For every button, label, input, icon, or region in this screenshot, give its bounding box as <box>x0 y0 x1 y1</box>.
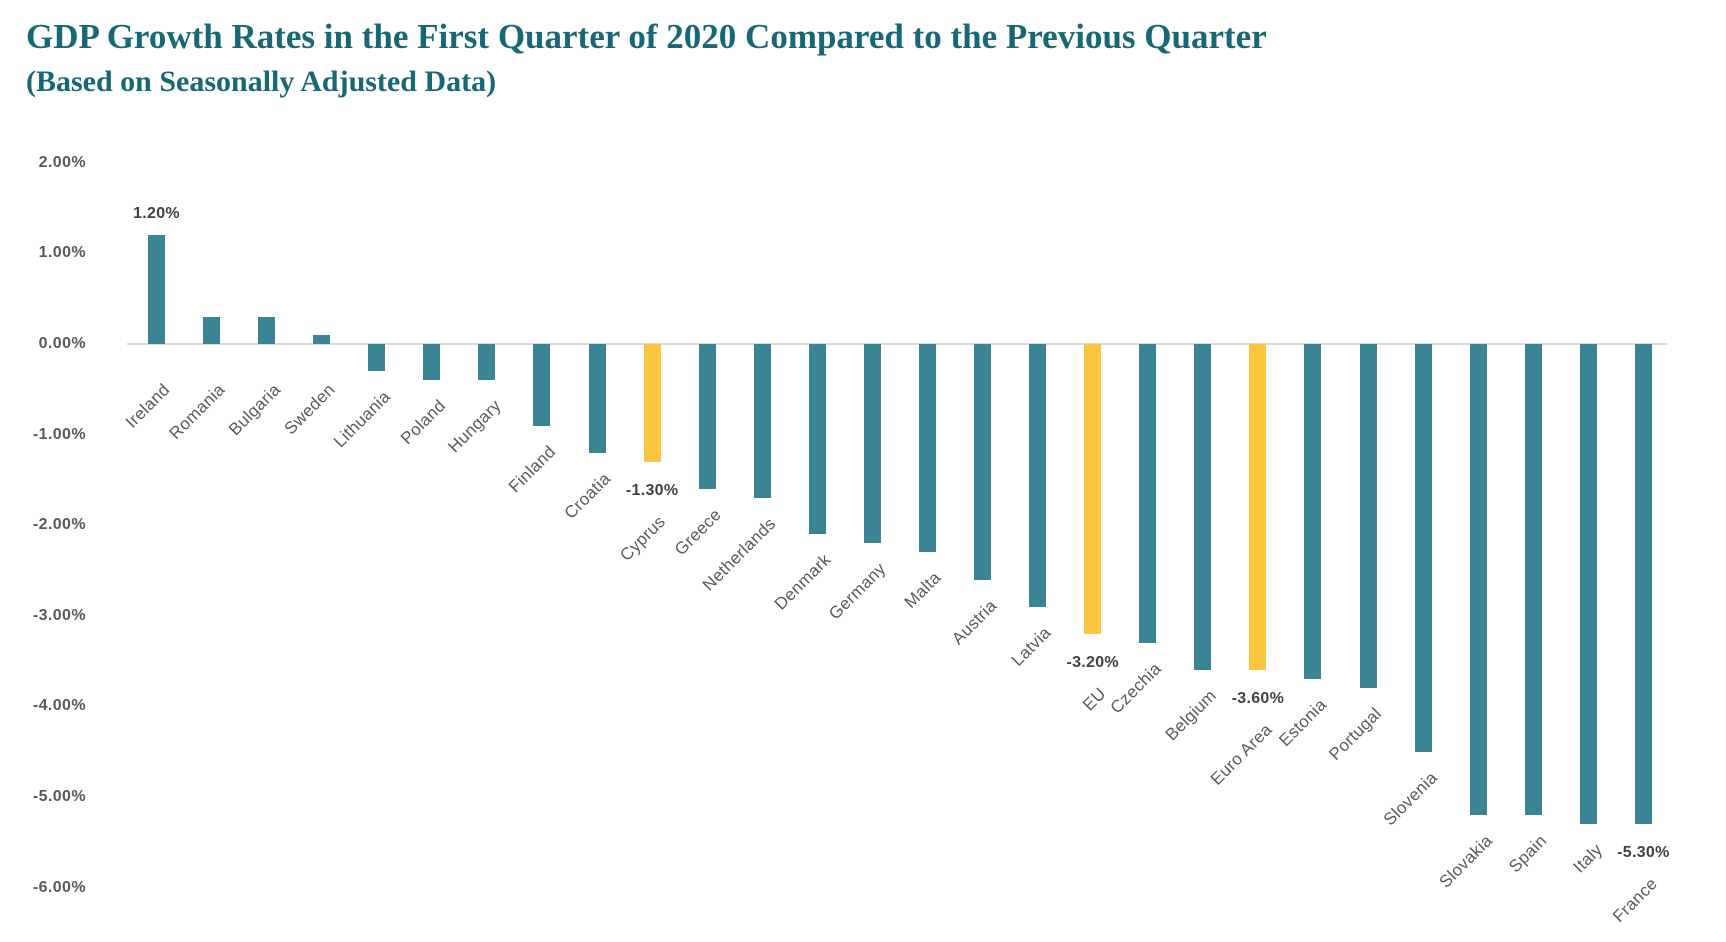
category-label-lithuania: Lithuania <box>330 387 395 452</box>
category-label-germany: Germany <box>825 559 890 624</box>
bar-latvia <box>1029 344 1047 607</box>
category-label-poland: Poland <box>397 396 450 449</box>
zero-baseline <box>127 343 1667 345</box>
y-axis-tick: 1.00% <box>38 244 86 262</box>
category-label-ireland: Ireland <box>122 380 174 432</box>
category-label-france: France <box>1608 874 1661 927</box>
bar-poland <box>423 344 441 381</box>
bar-sweden <box>313 334 331 344</box>
data-label-ireland: 1.20% <box>133 205 180 223</box>
category-label-slovakia: Slovakia <box>1435 831 1496 892</box>
bar-austria <box>974 344 992 580</box>
category-label-hungary: Hungary <box>443 396 505 457</box>
bar-romania <box>203 316 221 344</box>
bar-belgium <box>1194 344 1212 671</box>
category-label-sweden: Sweden <box>281 380 340 439</box>
category-label-malta: Malta <box>901 568 945 613</box>
bar-greece <box>698 344 716 489</box>
bar-eu <box>1084 344 1102 634</box>
data-label-eu: -3.20% <box>1066 653 1119 671</box>
bar-germany <box>863 344 881 544</box>
data-label-france: -5.30% <box>1617 844 1670 862</box>
bar-slovenia <box>1414 344 1432 752</box>
y-axis-tick: -6.00% <box>32 878 86 896</box>
category-label-bulgaria: Bulgaria <box>224 380 285 440</box>
category-label-euro-area: Euro Area <box>1206 720 1276 789</box>
bar-estonia <box>1304 344 1322 680</box>
y-axis-tick: -4.00% <box>32 697 86 715</box>
data-label-cyprus: -1.30% <box>625 481 679 499</box>
category-label-portugal: Portugal <box>1325 704 1386 765</box>
bar-ireland <box>148 235 165 344</box>
category-label-spain: Spain <box>1505 831 1551 877</box>
category-label-finland: Finland <box>505 441 560 496</box>
chart-subtitle: (Based on Seasonally Adjusted Data) <box>26 65 497 98</box>
bar-czechia <box>1139 344 1157 643</box>
y-axis-tick: -5.00% <box>32 788 86 805</box>
bar-spain <box>1524 344 1542 816</box>
category-label-romania: Romania <box>165 380 230 444</box>
bar-denmark <box>808 344 826 535</box>
bar-bulgaria <box>258 316 276 344</box>
bar-cyprus <box>643 344 661 462</box>
bar-finland <box>533 344 551 426</box>
bar-lithuania <box>368 344 386 372</box>
y-axis-tick: -3.00% <box>32 606 86 624</box>
bar-portugal <box>1359 344 1377 689</box>
bar-malta <box>918 344 936 553</box>
category-label-cyprus: Cyprus <box>616 511 670 565</box>
data-label-euro-area: -3.60% <box>1231 690 1285 708</box>
bar-france <box>1634 344 1652 825</box>
bar-croatia <box>588 344 606 453</box>
chart-title: GDP Growth Rates in the First Quarter of… <box>26 17 1267 56</box>
category-label-austria: Austria <box>947 595 1000 648</box>
category-label-greece: Greece <box>670 504 725 560</box>
y-axis-tick: -2.00% <box>32 516 86 534</box>
bar-hungary <box>478 344 496 381</box>
category-label-eu: EU <box>1079 683 1111 715</box>
y-axis-tick: -1.00% <box>32 425 86 443</box>
category-label-denmark: Denmark <box>771 550 835 614</box>
y-axis-tick: 2.00% <box>38 153 86 171</box>
category-label-slovenia: Slovenia <box>1379 767 1441 829</box>
bar-euro-area <box>1249 344 1267 671</box>
y-axis-tick: 0.00% <box>38 335 86 352</box>
bar-netherlands <box>753 344 771 499</box>
bar-italy <box>1579 344 1597 825</box>
bar-slovakia <box>1469 344 1487 816</box>
